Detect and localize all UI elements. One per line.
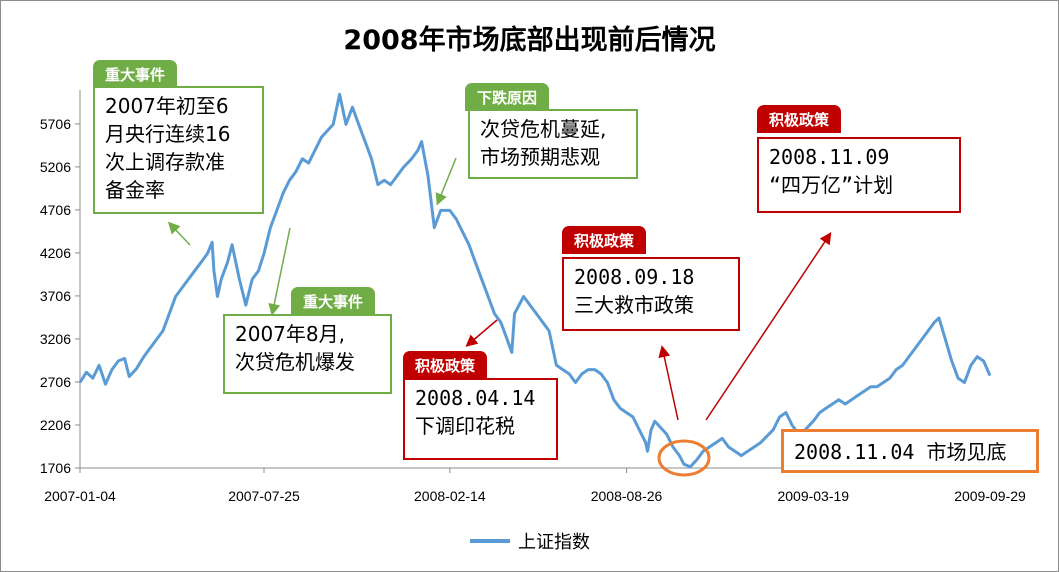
annotation-subprime: 2007年8月, 次贷危机爆发 <box>223 314 392 394</box>
x-tick-label: 2007-07-25 <box>228 488 300 504</box>
y-tick-label: 2706 <box>40 374 71 390</box>
y-tick-label: 3706 <box>40 288 71 304</box>
x-ticks: 2007-01-04 2007-07-25 2008-02-14 2008-08-26… <box>44 468 1026 504</box>
annotation-decline: 次贷危机蔓延, 市场预期悲观 <box>468 109 638 179</box>
annotation-market-bottom: 2008.11.04 市场见底 <box>781 429 1039 473</box>
tag-policy-3: 积极政策 <box>757 105 842 133</box>
arrow-stimulus <box>705 232 832 421</box>
y-tick-label: 3206 <box>40 331 71 347</box>
series-line <box>78 92 992 469</box>
chart-title: 2008年市场底部出现前后情况 <box>343 25 716 56</box>
arrow-subprime <box>268 227 291 316</box>
annotation-rescue: 2008.09.18 三大救市政策 <box>562 257 740 331</box>
legend: 上证指数 <box>470 528 590 554</box>
y-tick-label: 4706 <box>40 202 71 218</box>
tag-policy-1: 积极政策 <box>403 351 488 379</box>
x-tick-label: 2007-01-04 <box>44 488 116 504</box>
y-tick-label: 5706 <box>40 116 71 132</box>
legend-swatch <box>470 539 510 543</box>
tag-major-event-1: 重大事件 <box>93 60 178 88</box>
y-tick-label: 2206 <box>40 417 71 433</box>
x-tick-label: 2008-02-14 <box>414 488 486 504</box>
tag-decline-reason: 下跌原因 <box>465 83 550 111</box>
bottom-highlight-circle <box>657 439 711 477</box>
annotation-stimulus: 2008.11.09 “四万亿”计划 <box>757 137 961 213</box>
x-tick-label: 2008-08-26 <box>591 488 663 504</box>
x-tick-label: 2009-09-29 <box>954 488 1026 504</box>
legend-label: 上证指数 <box>518 532 590 553</box>
y-ticks: 1706 2206 2706 3206 3706 4206 4706 5206 5706 <box>40 116 80 476</box>
arrow-stamp-tax <box>465 319 498 347</box>
y-tick-label: 4206 <box>40 245 71 261</box>
annotation-stamp-tax: 2008.04.14 下调印花税 <box>403 378 558 460</box>
y-tick-label: 5206 <box>40 159 71 175</box>
tag-policy-2: 积极政策 <box>562 226 647 254</box>
x-tick-label: 2009-03-19 <box>777 488 849 504</box>
annotation-arrows <box>167 157 832 421</box>
arrow-reserve-ratio <box>167 221 191 246</box>
arrow-rescue <box>658 345 679 421</box>
arrow-decline <box>435 157 457 206</box>
annotation-reserve-ratio: 2007年初至6 月央行连续16 次上调存款准 备金率 <box>93 86 264 214</box>
y-tick-label: 1706 <box>40 460 71 476</box>
tag-major-event-2: 重大事件 <box>291 287 376 315</box>
